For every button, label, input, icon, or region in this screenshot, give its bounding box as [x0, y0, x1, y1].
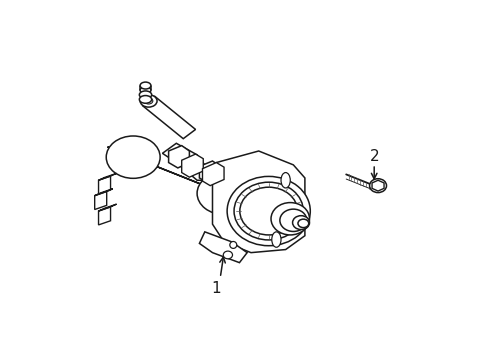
Polygon shape — [142, 96, 195, 139]
Polygon shape — [95, 192, 106, 210]
Ellipse shape — [270, 203, 309, 235]
Polygon shape — [107, 147, 249, 204]
Ellipse shape — [139, 91, 151, 99]
Polygon shape — [99, 207, 110, 225]
Ellipse shape — [279, 209, 306, 231]
Ellipse shape — [106, 136, 160, 178]
Ellipse shape — [197, 172, 250, 215]
Ellipse shape — [234, 182, 303, 240]
Ellipse shape — [229, 242, 236, 248]
Ellipse shape — [281, 172, 290, 188]
Ellipse shape — [140, 82, 151, 89]
Ellipse shape — [369, 179, 386, 193]
Ellipse shape — [139, 95, 151, 103]
Polygon shape — [95, 189, 112, 195]
Ellipse shape — [292, 216, 309, 230]
Ellipse shape — [226, 176, 310, 246]
Polygon shape — [99, 173, 116, 180]
Polygon shape — [199, 161, 220, 183]
Polygon shape — [182, 154, 203, 177]
Ellipse shape — [140, 87, 151, 94]
Ellipse shape — [297, 219, 308, 228]
Text: 2: 2 — [368, 149, 378, 164]
Polygon shape — [202, 163, 224, 186]
Polygon shape — [99, 176, 110, 194]
Polygon shape — [199, 232, 246, 263]
Ellipse shape — [144, 98, 153, 104]
Polygon shape — [162, 143, 216, 180]
Ellipse shape — [140, 95, 157, 107]
Ellipse shape — [271, 232, 281, 247]
Ellipse shape — [223, 251, 232, 259]
Text: 1: 1 — [211, 280, 221, 296]
Ellipse shape — [239, 187, 297, 235]
Polygon shape — [168, 145, 189, 168]
Polygon shape — [371, 180, 383, 191]
Polygon shape — [212, 151, 305, 253]
Polygon shape — [99, 204, 116, 211]
